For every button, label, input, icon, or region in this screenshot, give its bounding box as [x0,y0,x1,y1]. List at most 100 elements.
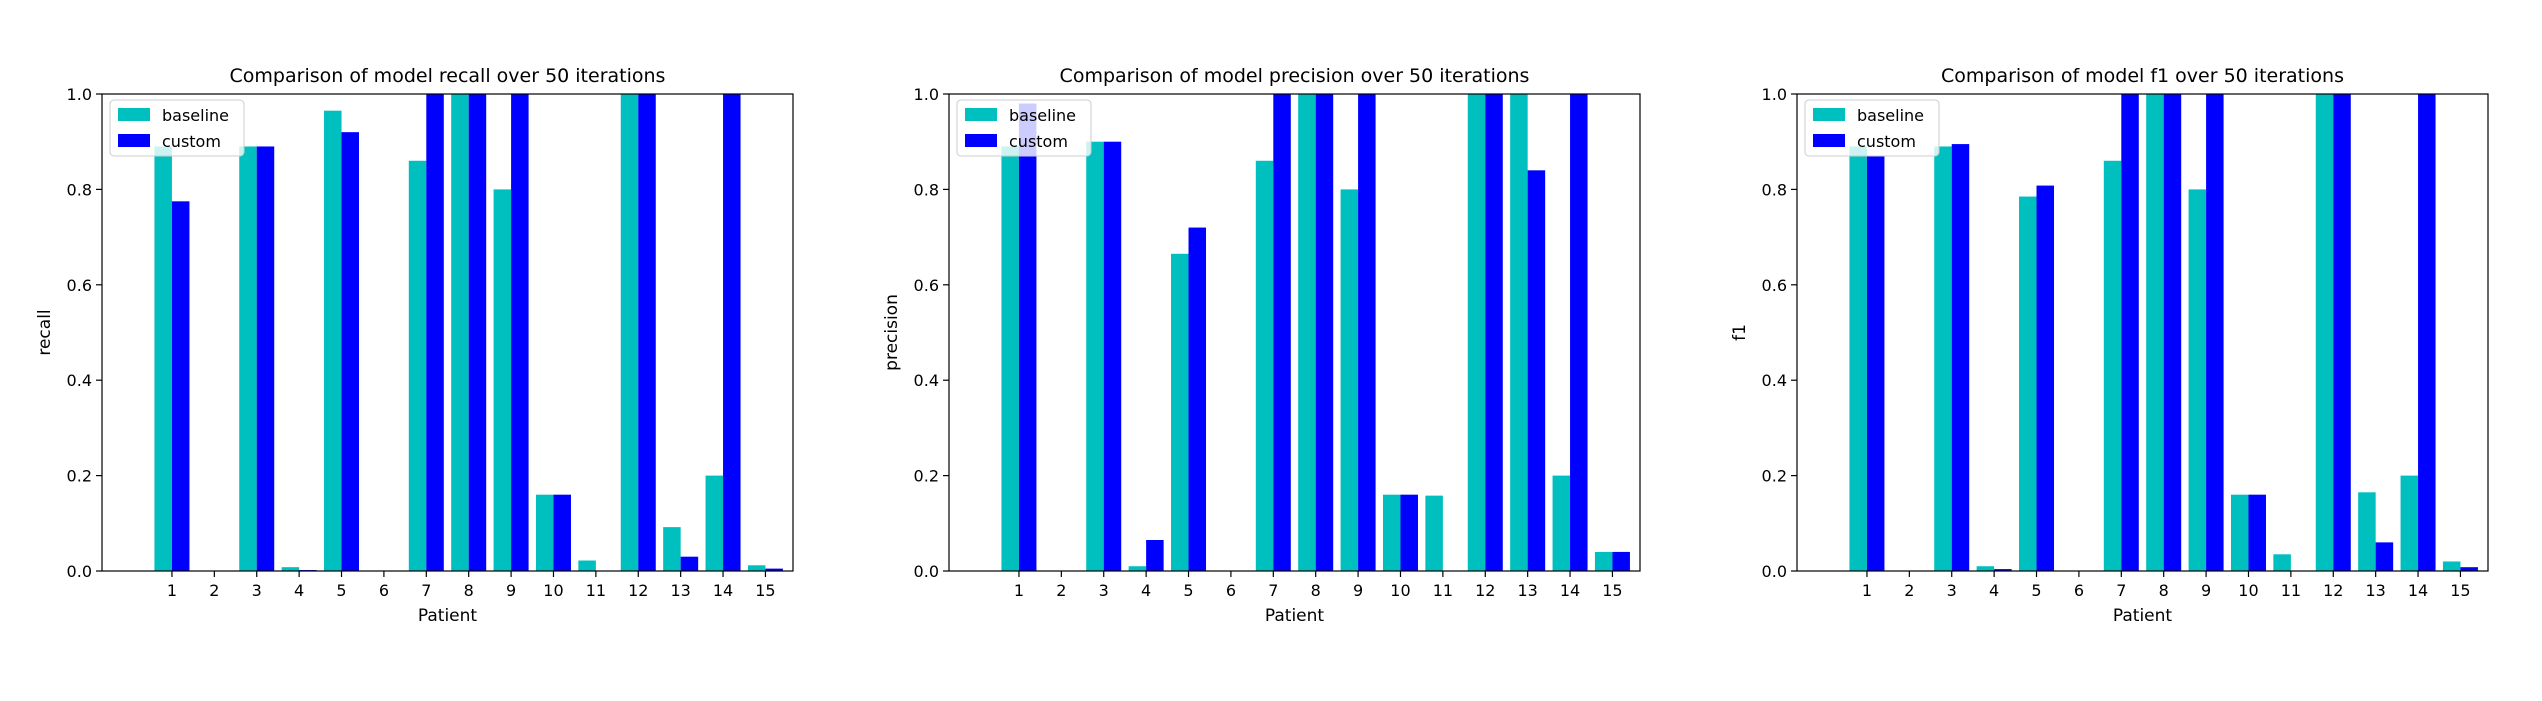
x-tick-label: 13 [670,581,690,600]
bar-custom-patient-5 [2036,185,2055,571]
x-tick-label: 2 [1904,581,1914,600]
x-tick-label: 8 [2159,581,2169,600]
x-tick-label: 5 [1183,581,1193,600]
y-axis-label: f1 [1730,324,1750,341]
x-tick-label: 11 [1433,581,1453,600]
chart-panel-2: Comparison of model precision over 50 it… [882,65,1641,626]
bar-custom-patient-15 [1612,551,1630,571]
bar-baseline-patient-9 [1340,189,1359,571]
legend: baseline custom [956,99,1092,157]
bar-custom-patient-12 [2333,94,2351,571]
x-axis-label: Patient [1265,606,1325,626]
bar-custom-patient-1 [1866,156,1885,571]
bar-custom-patient-9 [2206,94,2224,571]
bar-custom-patient-7 [1273,94,1291,571]
bar-custom-patient-7 [426,94,444,571]
bar-baseline-patient-8 [451,94,469,571]
x-tick-label: 14 [1560,581,1580,600]
bar-baseline-patient-3 [239,146,257,571]
bar-baseline-patient-4 [1976,566,1995,571]
y-tick-label: 0.8 [67,180,92,199]
plot-frame [101,93,794,572]
bar-custom-patient-5 [1188,227,1207,571]
x-tick-label: 10 [1390,581,1410,600]
bar-custom-patient-9 [511,94,529,571]
x-tick-label: 10 [543,581,563,600]
bar-custom-patient-5 [341,132,360,571]
bar-baseline-patient-7 [1255,160,1274,571]
x-tick-label: 15 [755,581,775,600]
x-tick-label: 2 [1056,581,1066,600]
bar-baseline-patient-11 [1425,495,1443,571]
bar-custom-patient-15 [765,568,783,571]
chart-title: Comparison of model recall over 50 itera… [230,65,666,87]
chart-title: Comparison of model precision over 50 it… [1060,65,1530,87]
bar-baseline-patient-7 [408,160,427,571]
bar-baseline-patient-11 [2273,554,2291,571]
x-tick-label: 4 [294,581,304,600]
legend: baseline custom [1804,99,1940,157]
bar-custom-patient-3 [1103,141,1122,571]
legend-label-custom: custom [162,132,221,151]
bar-baseline-patient-4 [1128,566,1147,571]
y-tick-label: 0.8 [914,180,939,199]
x-tick-label: 3 [1947,581,1957,600]
plot-frame [1796,93,2489,572]
y-tick-label: 0.6 [914,276,939,295]
y-tick-label: 1.0 [1762,85,1787,104]
bar-custom-patient-7 [2121,94,2139,571]
x-tick-label: 6 [2074,581,2084,600]
x-tick-label: 7 [421,581,431,600]
x-tick-label: 9 [2201,581,2211,600]
bar-baseline-patient-13 [663,527,681,571]
bar-baseline-patient-14 [1552,475,1571,571]
x-tick-label: 2 [209,581,219,600]
bar-custom-patient-3 [1951,144,1970,571]
bar-custom-patient-1 [1018,103,1037,571]
x-tick-label: 14 [713,581,733,600]
bar-baseline-patient-15 [747,565,766,571]
bar-baseline-patient-1 [1001,146,1019,571]
x-tick-label: 1 [1014,581,1024,600]
legend-swatch-baseline [118,108,150,121]
x-tick-label: 12 [2323,581,2343,600]
x-tick-label: 12 [1475,581,1495,600]
y-tick-label: 0.4 [1762,371,1787,390]
legend-swatch-custom [1813,134,1845,147]
bar-baseline-patient-8 [2146,94,2164,571]
bar-baseline-patient-15 [2442,561,2461,571]
bar-baseline-patient-1 [1849,146,1867,571]
legend-label-baseline: baseline [1857,106,1924,125]
bar-custom-patient-10 [553,494,571,571]
y-tick-label: 0.4 [67,371,92,390]
chart-panel-1: Comparison of model recall over 50 itera… [35,65,794,626]
legend: baseline custom [109,99,245,157]
y-tick-label: 0.6 [1762,276,1787,295]
bar-custom-patient-4 [1994,569,2012,571]
x-tick-label: 3 [1099,581,1109,600]
bar-custom-patient-4 [1146,540,1164,571]
legend-label-baseline: baseline [162,106,229,125]
bar-custom-patient-9 [1358,94,1376,571]
bar-baseline-patient-3 [1086,141,1104,571]
bar-baseline-patient-12 [2315,94,2334,571]
bar-custom-patient-10 [1400,494,1418,571]
bar-baseline-patient-11 [578,560,596,571]
x-tick-label: 8 [464,581,474,600]
x-tick-label: 8 [1311,581,1321,600]
x-tick-label: 10 [2238,581,2258,600]
bar-baseline-patient-5 [2019,196,2037,571]
x-tick-label: 15 [2450,581,2470,600]
x-tick-label: 5 [2031,581,2041,600]
y-tick-label: 0.8 [1762,180,1787,199]
y-axis-label: precision [882,294,902,371]
bar-custom-patient-14 [1570,94,1588,571]
bar-baseline-patient-14 [2400,475,2419,571]
x-tick-label: 11 [586,581,606,600]
bar-custom-patient-14 [2418,94,2436,571]
bar-custom-patient-8 [2163,94,2182,571]
bar-custom-patient-14 [723,94,741,571]
bar-baseline-patient-15 [1594,551,1613,571]
x-tick-label: 6 [1226,581,1236,600]
